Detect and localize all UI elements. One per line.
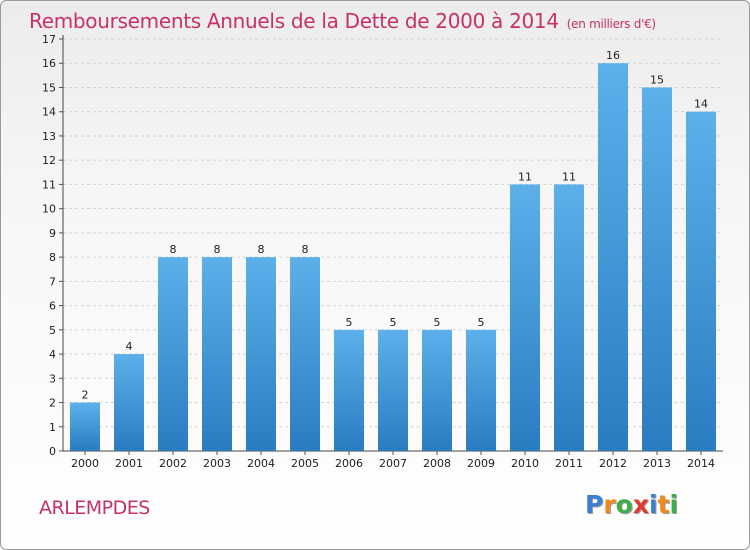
bar bbox=[466, 329, 496, 451]
logo-letter: i bbox=[649, 490, 658, 519]
bar-value-label: 4 bbox=[126, 340, 133, 353]
y-tick-label: 5 bbox=[49, 324, 56, 337]
x-tick-label: 2006 bbox=[335, 457, 363, 470]
y-tick-label: 9 bbox=[49, 227, 56, 240]
y-tick-label: 15 bbox=[42, 81, 56, 94]
bar bbox=[246, 257, 276, 451]
x-tick-label: 2004 bbox=[247, 457, 275, 470]
logo-letter: P bbox=[585, 490, 604, 519]
chart-title-text: Remboursements Annuels de la Dette de 20… bbox=[29, 9, 559, 33]
y-tick-label: 3 bbox=[49, 372, 56, 385]
bar-value-label: 5 bbox=[390, 316, 397, 329]
bar bbox=[378, 329, 408, 451]
bar bbox=[202, 257, 232, 451]
bar bbox=[290, 257, 320, 451]
bar-value-label: 11 bbox=[562, 170, 576, 183]
bar-value-label: 5 bbox=[478, 316, 485, 329]
y-tick-label: 0 bbox=[49, 445, 56, 458]
y-tick-label: 8 bbox=[49, 251, 56, 264]
bar bbox=[510, 184, 540, 452]
bar-value-label: 5 bbox=[434, 316, 441, 329]
y-tick-label: 14 bbox=[42, 106, 56, 119]
logo-letter: i bbox=[669, 490, 679, 519]
bar-value-label: 8 bbox=[170, 243, 177, 256]
x-tick-label: 2007 bbox=[379, 457, 407, 470]
x-tick-label: 2013 bbox=[643, 457, 671, 470]
x-tick-label: 2002 bbox=[159, 457, 187, 470]
y-tick-label: 12 bbox=[42, 154, 56, 167]
x-tick-label: 2009 bbox=[467, 457, 495, 470]
y-tick-label: 2 bbox=[49, 397, 56, 410]
y-tick-label: 17 bbox=[42, 33, 56, 46]
bar bbox=[598, 63, 628, 452]
y-tick-label: 13 bbox=[42, 130, 56, 143]
bar-value-label: 5 bbox=[346, 316, 353, 329]
commune-name: ARLEMPDES bbox=[39, 497, 150, 519]
y-tick-label: 1 bbox=[49, 421, 56, 434]
bar-value-label: 8 bbox=[214, 243, 221, 256]
logo-letter: o bbox=[615, 490, 633, 519]
x-tick-label: 2000 bbox=[71, 457, 99, 470]
y-tick-label: 4 bbox=[49, 348, 56, 361]
bar-value-label: 2 bbox=[82, 389, 89, 402]
bar bbox=[334, 329, 364, 451]
x-tick-label: 2003 bbox=[203, 457, 231, 470]
bar bbox=[686, 111, 716, 452]
bar bbox=[554, 184, 584, 452]
x-tick-label: 2011 bbox=[555, 457, 583, 470]
logo-letter: r bbox=[603, 490, 616, 519]
y-tick-label: 7 bbox=[49, 275, 56, 288]
bar bbox=[158, 257, 188, 451]
y-tick-label: 16 bbox=[42, 57, 56, 70]
bar bbox=[70, 402, 100, 451]
y-tick-label: 11 bbox=[42, 178, 56, 191]
chart-title: Remboursements Annuels de la Dette de 20… bbox=[29, 9, 656, 33]
y-tick-label: 6 bbox=[49, 300, 56, 313]
bar-value-label: 8 bbox=[302, 243, 309, 256]
y-tick-label: 10 bbox=[42, 203, 56, 216]
logo-letter: t bbox=[657, 490, 670, 519]
bar bbox=[642, 87, 672, 452]
bar bbox=[114, 354, 144, 451]
bar bbox=[422, 329, 452, 451]
bar-value-label: 15 bbox=[650, 73, 664, 86]
x-tick-label: 2014 bbox=[687, 457, 715, 470]
x-tick-label: 2008 bbox=[423, 457, 451, 470]
proxiti-logo: Proxiti bbox=[585, 490, 678, 519]
x-tick-label: 2012 bbox=[599, 457, 627, 470]
bar-value-label: 14 bbox=[694, 98, 708, 111]
bar-value-label: 16 bbox=[606, 49, 620, 62]
bar-value-label: 8 bbox=[258, 243, 265, 256]
bar-value-label: 11 bbox=[518, 170, 532, 183]
x-tick-label: 2010 bbox=[511, 457, 539, 470]
logo-letter: x bbox=[632, 490, 649, 519]
x-tick-label: 2001 bbox=[115, 457, 143, 470]
x-tick-label: 2005 bbox=[291, 457, 319, 470]
chart-unit: (en milliers d'€) bbox=[566, 17, 656, 31]
